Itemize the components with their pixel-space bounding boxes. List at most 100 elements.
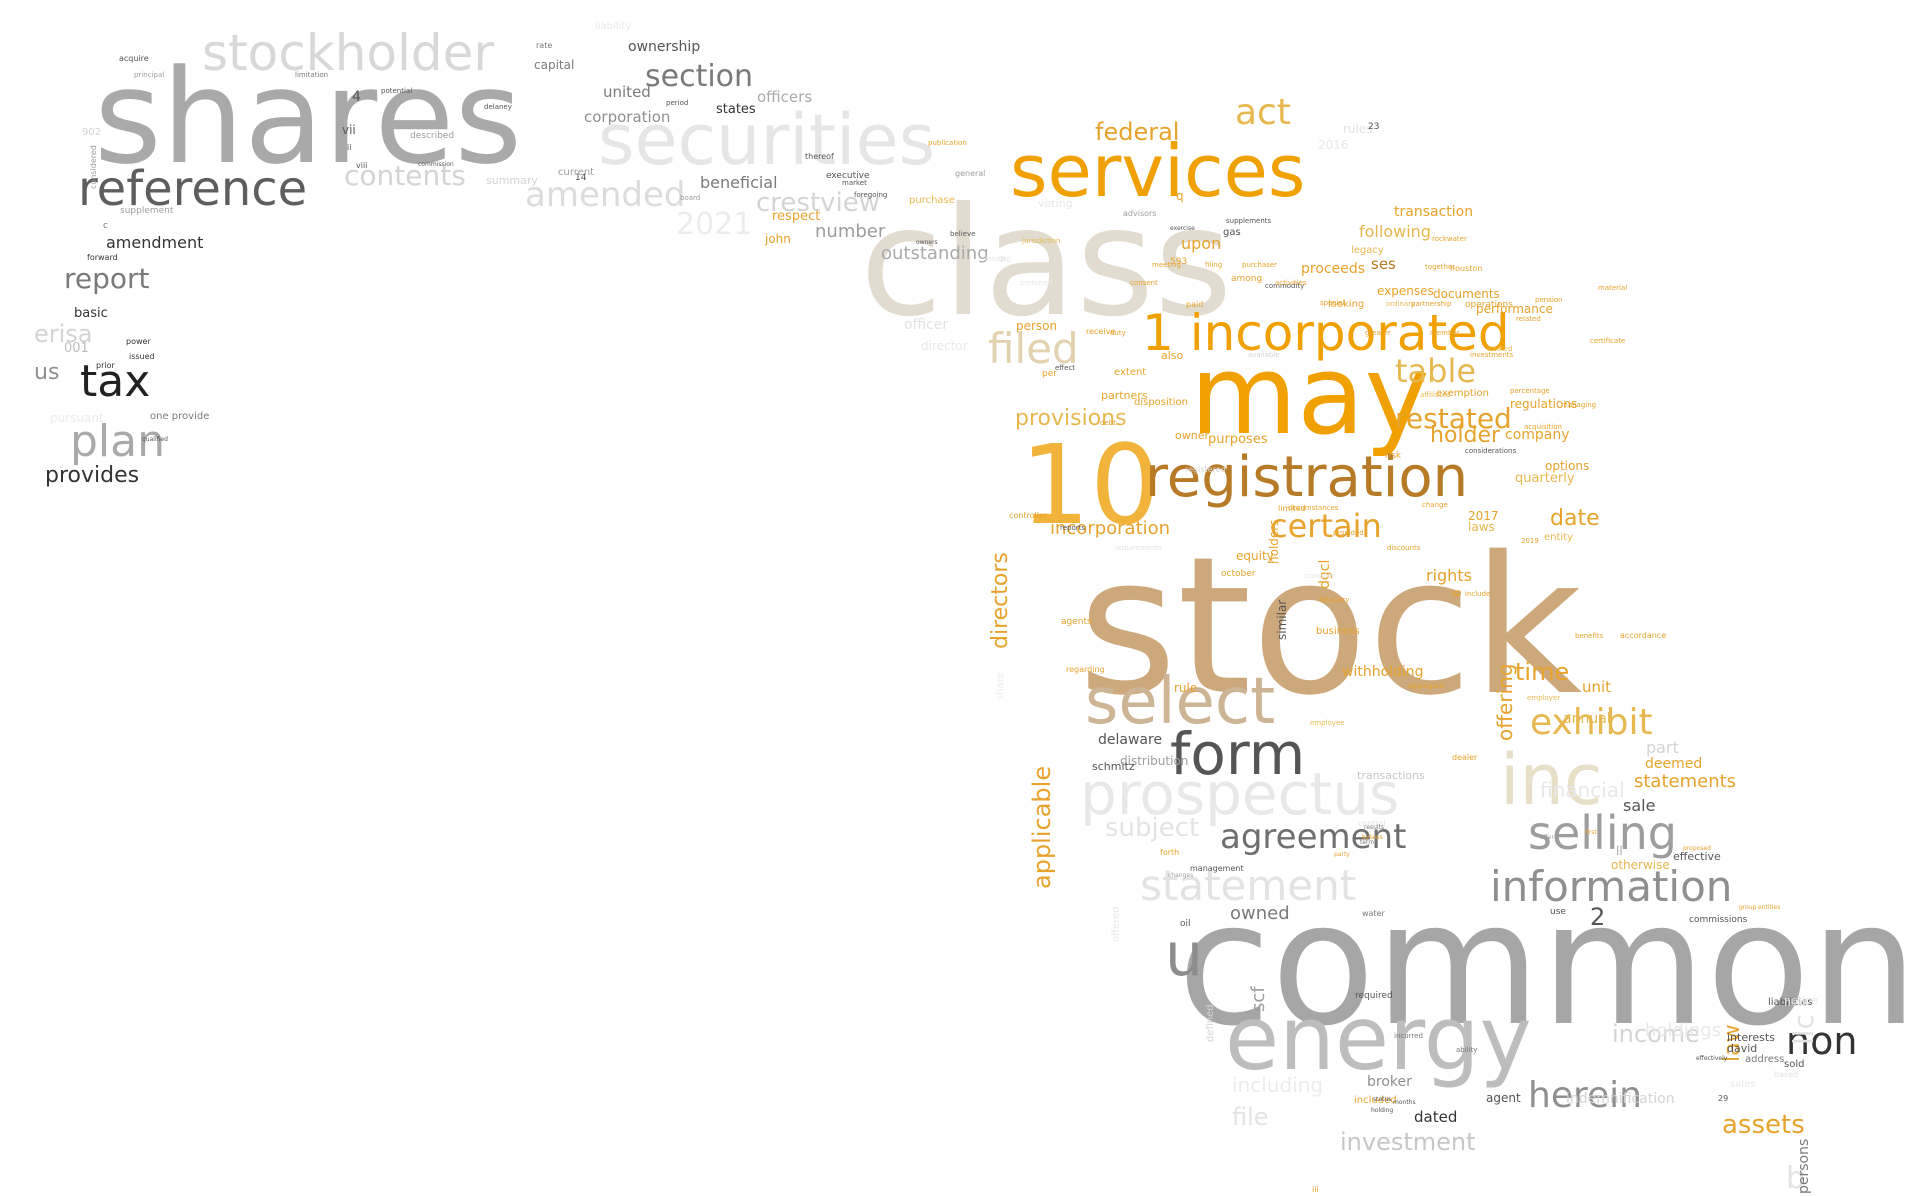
word-223: aggregate — [1408, 682, 1444, 690]
word-277: meeting — [1152, 261, 1182, 269]
word-148: required — [1355, 991, 1393, 1001]
word-214: consider — [1305, 572, 1335, 580]
word-257: preferred — [1020, 279, 1053, 287]
word-2: class — [860, 176, 1233, 350]
word-165: gas — [1223, 227, 1241, 238]
word-67: officers — [757, 88, 813, 106]
word-47: income — [1612, 1020, 1700, 1048]
word-208: houston — [1450, 264, 1483, 273]
word-117: sold — [1784, 1059, 1805, 1070]
word-184: dealer — [1452, 753, 1478, 762]
word-151: use — [1550, 907, 1566, 917]
word-19: u — [1165, 920, 1204, 990]
word-171: october — [1221, 569, 1256, 579]
word-201: period — [666, 99, 689, 107]
word-74: 001 — [64, 341, 89, 356]
word-209: rockwater — [1432, 235, 1467, 243]
word-213: fiduciary — [1319, 596, 1350, 604]
word-126: issued — [129, 352, 155, 361]
word-133: voting — [1038, 197, 1073, 210]
word-90: also — [1161, 349, 1184, 362]
word-92: rights — [1426, 566, 1472, 585]
word-217: discounts — [1387, 544, 1421, 552]
word-85: company — [1505, 427, 1570, 443]
word-173: 2016 — [1318, 138, 1349, 152]
word-50: erisa — [34, 320, 93, 348]
word-194: limitation — [295, 71, 329, 79]
word-256: lending — [985, 255, 1011, 263]
word-276: filing — [1205, 261, 1223, 269]
word-186: share — [995, 672, 1006, 700]
word-261: ordinary — [1386, 300, 1416, 308]
word-141: exemption — [1436, 388, 1489, 399]
word-164: general — [955, 169, 986, 178]
word-5: 10 — [1020, 421, 1160, 549]
word-226: party — [1334, 851, 1350, 858]
word-211: controller — [1009, 511, 1048, 520]
word-102: persons — [1796, 1138, 1812, 1194]
word-139: agents — [1061, 617, 1092, 627]
word-94: annual — [1563, 711, 1611, 727]
word-142: options — [1545, 459, 1590, 473]
word-73: basic — [74, 306, 108, 321]
word-160: summary — [486, 174, 538, 187]
word-167: among — [1231, 274, 1263, 284]
word-224: affiliated — [1420, 391, 1451, 399]
word-7: registration — [1145, 445, 1469, 510]
word-134: legacy — [1351, 245, 1384, 256]
word-174: rules — [1343, 122, 1373, 136]
word-83: expenses — [1377, 284, 1434, 298]
word-266: certificate — [1590, 337, 1626, 345]
word-76: number — [815, 221, 886, 242]
word-72: amendment — [106, 233, 204, 252]
word-33: report — [64, 262, 150, 295]
word-189: results — [1364, 824, 1385, 831]
word-46: offering — [1493, 663, 1517, 741]
word-280: debt — [1100, 419, 1116, 427]
word-207: together — [1425, 263, 1456, 271]
word-40: provisions — [1015, 406, 1127, 431]
word-118: liabilities — [1768, 997, 1813, 1008]
word-246: w — [1346, 419, 1353, 428]
word-49: subject — [1105, 813, 1200, 843]
word-163: board — [680, 194, 701, 202]
word-1: common — [1177, 866, 1918, 1064]
word-99: effective — [1673, 850, 1721, 863]
word-107: withholding — [1342, 664, 1424, 680]
word-235: thereof — [805, 152, 834, 161]
word-175: based — [1774, 1070, 1799, 1079]
word-182: limited — [1278, 504, 1306, 513]
word-6: services — [1010, 129, 1306, 213]
word-0: stock — [1078, 516, 1583, 737]
word-147: management — [1190, 864, 1244, 873]
word-220: 2019 — [1521, 537, 1539, 545]
word-4: may — [1190, 331, 1430, 459]
word-108: laws — [1468, 520, 1495, 534]
word-218: circumstances — [1288, 504, 1339, 512]
word-252: proposed — [1683, 845, 1711, 852]
word-55: scf — [1248, 986, 1269, 1013]
word-243: ii — [347, 143, 352, 152]
word-11: select — [1085, 665, 1276, 739]
word-152: commissions — [1689, 915, 1748, 925]
word-24: exhibit — [1530, 702, 1653, 743]
word-54: owned — [1230, 903, 1290, 924]
word-259: available — [1248, 351, 1280, 359]
word-199: considered — [89, 145, 98, 189]
word-44: directors — [988, 551, 1013, 649]
word-162: supplement — [120, 206, 174, 216]
word-248: considerations — [1465, 447, 1517, 455]
word-129: provides — [45, 463, 140, 488]
word-180: defined — [1205, 1004, 1216, 1042]
word-84: documents — [1433, 287, 1500, 301]
word-193: ability — [1456, 1046, 1478, 1054]
word-60: file — [1232, 1103, 1269, 1131]
word-18: information — [1490, 862, 1733, 911]
word-178: notice — [1784, 994, 1818, 1007]
word-159: one provide — [150, 411, 210, 422]
word-234: exercise — [1170, 225, 1195, 232]
word-181: registered — [1185, 465, 1226, 474]
word-110: equity — [1236, 549, 1274, 563]
word-185: accordance — [1620, 631, 1667, 640]
word-101: dated — [1414, 1108, 1458, 1126]
